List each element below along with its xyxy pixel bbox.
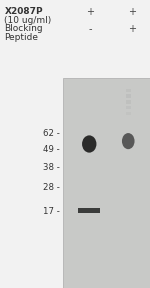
Text: (10 ug/ml): (10 ug/ml) — [4, 16, 52, 25]
Ellipse shape — [122, 133, 135, 149]
Bar — [126, 94, 131, 98]
Bar — [126, 106, 131, 109]
Text: 62 -: 62 - — [43, 129, 60, 139]
Text: -: - — [88, 24, 92, 35]
Text: Blocking: Blocking — [4, 24, 43, 33]
Bar — [126, 89, 131, 92]
Text: X2087P: X2087P — [4, 7, 43, 16]
Bar — [126, 112, 131, 115]
Text: 28 -: 28 - — [43, 183, 60, 192]
Text: 38 -: 38 - — [43, 162, 60, 172]
Bar — [78, 208, 100, 213]
Bar — [63, 78, 150, 288]
Bar — [126, 100, 131, 104]
Text: +: + — [128, 7, 136, 17]
Text: +: + — [128, 24, 136, 35]
Text: Peptide: Peptide — [4, 33, 39, 42]
Text: 17 -: 17 - — [43, 207, 60, 216]
Ellipse shape — [82, 135, 96, 153]
Text: 49 -: 49 - — [43, 145, 60, 154]
Text: +: + — [86, 7, 94, 17]
